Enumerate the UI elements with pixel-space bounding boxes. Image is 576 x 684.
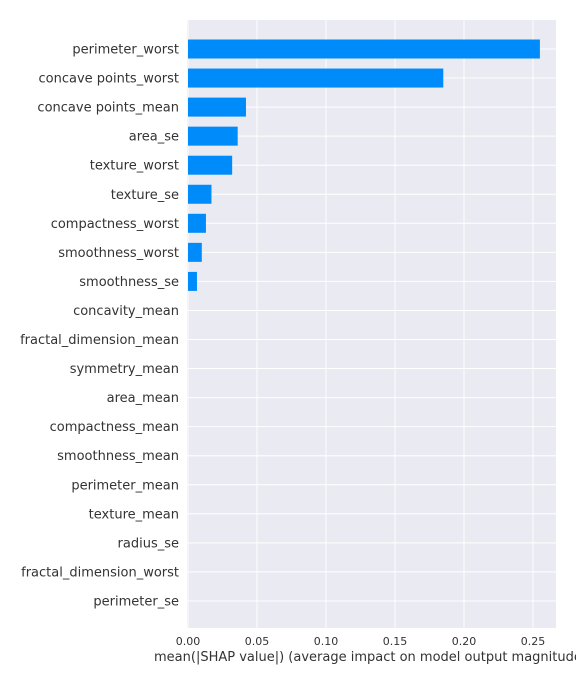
bar-smoothness-se	[188, 271, 197, 291]
y-tick-label: perimeter_mean	[71, 478, 179, 493]
bar-texture-se	[188, 184, 212, 204]
bar-concave-points-worst	[188, 68, 444, 88]
bar-smoothness-worst	[188, 242, 202, 262]
y-tick-label: concavity_mean	[73, 304, 179, 319]
y-tick-label: area_se	[129, 130, 179, 145]
y-tick-label: fractal_dimension_worst	[21, 565, 179, 580]
y-tick-label: texture_se	[111, 188, 179, 203]
x-tick-labels: 0.00 0.05 0.10 0.15 0.20 0.25	[176, 635, 546, 648]
y-tick-label: texture_worst	[90, 159, 179, 174]
x-tick-label: 0.20	[452, 635, 477, 648]
y-tick-label: texture_mean	[89, 507, 179, 522]
y-tick-label: compactness_worst	[51, 217, 179, 232]
y-tick-label: smoothness_mean	[57, 449, 179, 464]
x-tick-label: 0.10	[314, 635, 339, 648]
y-tick-label: fractal_dimension_mean	[20, 333, 179, 348]
bar-compactness-worst	[188, 213, 206, 233]
y-tick-label: radius_se	[118, 536, 179, 551]
x-tick-label: 0.00	[176, 635, 201, 648]
y-tick-label: concave points_mean	[37, 101, 179, 116]
bar-area-se	[188, 126, 238, 146]
x-tick-label: 0.15	[383, 635, 408, 648]
y-tick-label: perimeter_se	[93, 594, 179, 609]
y-tick-label: perimeter_worst	[72, 43, 179, 58]
y-tick-label: smoothness_se	[79, 275, 179, 290]
x-tick-label: 0.05	[245, 635, 270, 648]
x-axis-label: mean(|SHAP value|) (average impact on mo…	[154, 650, 576, 665]
y-tick-label: area_mean	[107, 391, 179, 406]
grid-lines	[187, 20, 556, 628]
plot-background	[187, 20, 556, 628]
x-tick-label: 0.25	[521, 635, 546, 648]
bars	[188, 39, 540, 291]
y-tick-label: symmetry_mean	[70, 362, 179, 377]
y-tick-label: concave points_worst	[38, 72, 179, 87]
bar-perimeter-worst	[188, 39, 540, 59]
y-tick-label: compactness_mean	[50, 420, 179, 435]
bar-concave-points-mean	[188, 97, 246, 117]
y-tick-label: smoothness_worst	[58, 246, 179, 261]
bar-texture-worst	[188, 155, 233, 175]
